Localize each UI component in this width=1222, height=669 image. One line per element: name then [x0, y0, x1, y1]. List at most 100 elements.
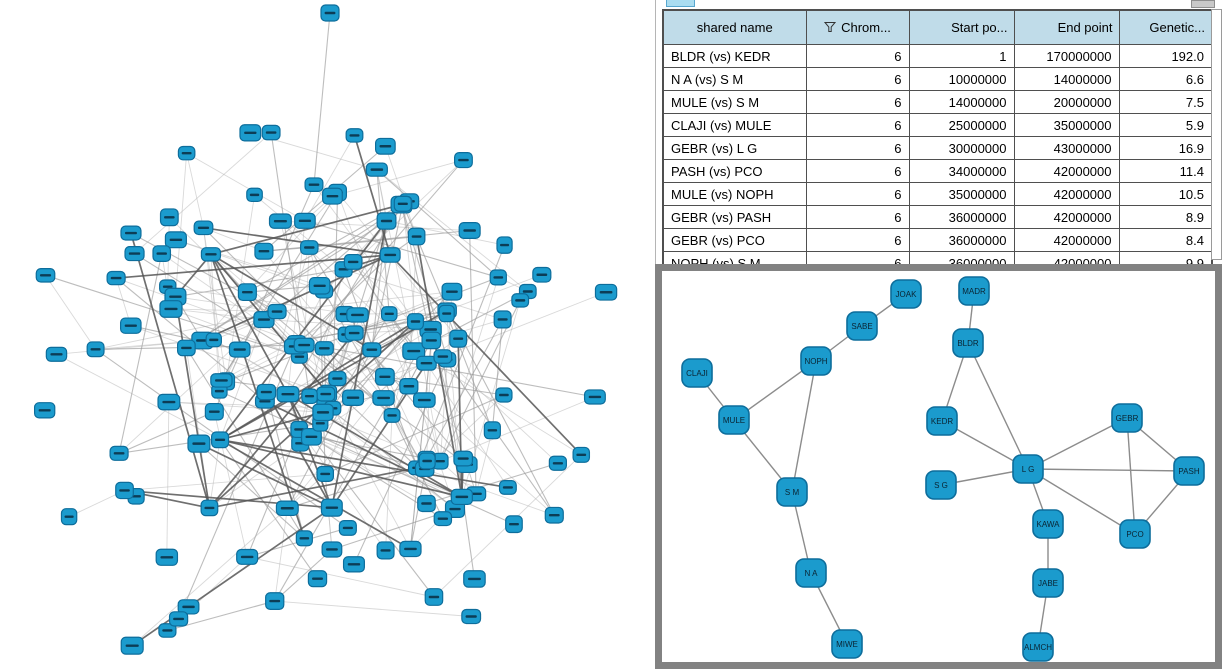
network-node[interactable]: [505, 515, 523, 534]
network-node[interactable]: [346, 307, 369, 323]
overview-network-canvas[interactable]: [0, 0, 655, 669]
network-node[interactable]: [399, 378, 419, 395]
table-cell[interactable]: GEBR (vs) PASH: [662, 205, 807, 229]
network-node[interactable]: [275, 500, 299, 517]
table-cell[interactable]: N A (vs) S M: [662, 67, 807, 91]
network-node[interactable]: [256, 383, 277, 401]
network-node[interactable]: [157, 393, 181, 411]
table-cell[interactable]: 42000000: [1013, 205, 1120, 229]
table-cell[interactable]: MULE (vs) NOPH: [662, 182, 807, 206]
network-node[interactable]: [342, 556, 365, 573]
network-node[interactable]: [295, 530, 313, 547]
table-cell[interactable]: 14000000: [1013, 67, 1120, 91]
table-cell[interactable]: 6: [805, 205, 910, 229]
table-row[interactable]: PASH (vs) PCO 6 34000000 42000000 11.4: [662, 159, 1213, 183]
network-node[interactable]: [338, 520, 357, 536]
network-edge-gebr-pco[interactable]: [1126, 417, 1136, 535]
network-node[interactable]: [421, 331, 442, 350]
table-cell[interactable]: 10.5: [1118, 182, 1213, 206]
network-node[interactable]: [341, 389, 365, 406]
column-header-start-po[interactable]: Start po...: [908, 9, 1015, 45]
network-node[interactable]: [293, 337, 315, 353]
network-node[interactable]: [177, 339, 196, 357]
column-header-end-point[interactable]: End point: [1013, 9, 1120, 45]
table-cell[interactable]: 35000000: [1013, 113, 1120, 137]
network-node[interactable]: [246, 187, 263, 203]
detail-network-canvas[interactable]: JOAK SABE NOPH CLAJI MULE S M N A MIWE MADR BLDR K…: [662, 271, 1215, 662]
network-node[interactable]: [124, 246, 145, 262]
network-node[interactable]: [177, 145, 196, 161]
network-node-kawa[interactable]: KAWA: [1032, 509, 1064, 539]
network-node[interactable]: [276, 385, 300, 403]
network-node[interactable]: [343, 253, 363, 270]
network-node-claji[interactable]: CLAJI: [681, 358, 713, 388]
table-cell[interactable]: PASH (vs) PCO: [662, 159, 807, 183]
network-node-l-g[interactable]: L G: [1012, 454, 1044, 484]
network-node-sabe[interactable]: SABE: [846, 311, 878, 341]
table-cell[interactable]: 30000000: [908, 136, 1015, 160]
network-node[interactable]: [119, 317, 142, 334]
table-cell[interactable]: 25000000: [908, 113, 1015, 137]
table-cell[interactable]: 8.9: [1118, 205, 1213, 229]
network-node-n-a[interactable]: N A: [795, 558, 827, 588]
network-node[interactable]: [45, 346, 68, 362]
network-node[interactable]: [328, 370, 347, 387]
network-node[interactable]: [548, 455, 567, 471]
network-node[interactable]: [453, 450, 474, 467]
network-node[interactable]: [417, 494, 436, 513]
network-node[interactable]: [294, 212, 316, 229]
network-node-s-g[interactable]: S G: [925, 470, 957, 500]
network-node[interactable]: [344, 325, 364, 341]
network-node[interactable]: [300, 427, 322, 446]
network-node[interactable]: [379, 247, 401, 263]
table-row[interactable]: BLDR (vs) KEDR 6 1 170000000 192.0: [662, 44, 1213, 68]
panel-tab-fragment[interactable]: [666, 0, 695, 7]
table-row[interactable]: CLAJI (vs) MULE 6 25000000 35000000 5.9: [662, 113, 1213, 137]
network-node[interactable]: [365, 162, 388, 177]
network-node[interactable]: [164, 231, 187, 249]
network-node[interactable]: [483, 421, 501, 440]
network-node[interactable]: [159, 300, 183, 318]
network-node[interactable]: [86, 341, 105, 358]
table-cell[interactable]: 170000000: [1013, 44, 1120, 68]
table-cell[interactable]: 36000000: [908, 228, 1015, 252]
vertical-scrollbar[interactable]: [1211, 9, 1222, 260]
network-node[interactable]: [372, 390, 395, 406]
network-node[interactable]: [376, 541, 395, 560]
table-cell[interactable]: GEBR (vs) PCO: [662, 228, 807, 252]
table-cell[interactable]: 10000000: [908, 67, 1015, 91]
network-node[interactable]: [374, 367, 395, 386]
network-edge-bldr-l-g[interactable]: [967, 342, 1029, 470]
network-node[interactable]: [511, 293, 530, 308]
network-node[interactable]: [532, 266, 552, 283]
network-node[interactable]: [407, 227, 426, 246]
table-cell[interactable]: 6: [805, 182, 910, 206]
network-node[interactable]: [152, 245, 172, 262]
table-cell[interactable]: 6: [805, 113, 910, 137]
network-node[interactable]: [254, 242, 274, 260]
network-node[interactable]: [320, 4, 340, 22]
network-node[interactable]: [441, 282, 463, 301]
network-node[interactable]: [168, 611, 189, 627]
network-node[interactable]: [200, 499, 219, 517]
network-node[interactable]: [301, 388, 318, 405]
network-node[interactable]: [35, 268, 56, 283]
network-node[interactable]: [418, 452, 436, 470]
network-node-madr[interactable]: MADR: [958, 276, 990, 306]
network-node[interactable]: [463, 570, 486, 588]
network-node[interactable]: [376, 212, 397, 230]
column-header-chrom[interactable]: Chrom...: [805, 9, 910, 45]
network-node[interactable]: [33, 402, 56, 419]
table-cell[interactable]: 6: [805, 228, 910, 252]
network-node[interactable]: [498, 480, 517, 495]
network-node[interactable]: [380, 306, 398, 322]
network-edge-l-g-pco[interactable]: [1027, 468, 1136, 535]
network-node[interactable]: [424, 588, 444, 606]
network-node[interactable]: [495, 387, 513, 403]
column-header-genetic[interactable]: Genetic...: [1118, 9, 1213, 45]
network-node[interactable]: [393, 195, 412, 212]
network-node[interactable]: [187, 434, 211, 453]
table-cell[interactable]: CLAJI (vs) MULE: [662, 113, 807, 137]
table-cell[interactable]: 14000000: [908, 90, 1015, 114]
network-node[interactable]: [316, 465, 335, 482]
